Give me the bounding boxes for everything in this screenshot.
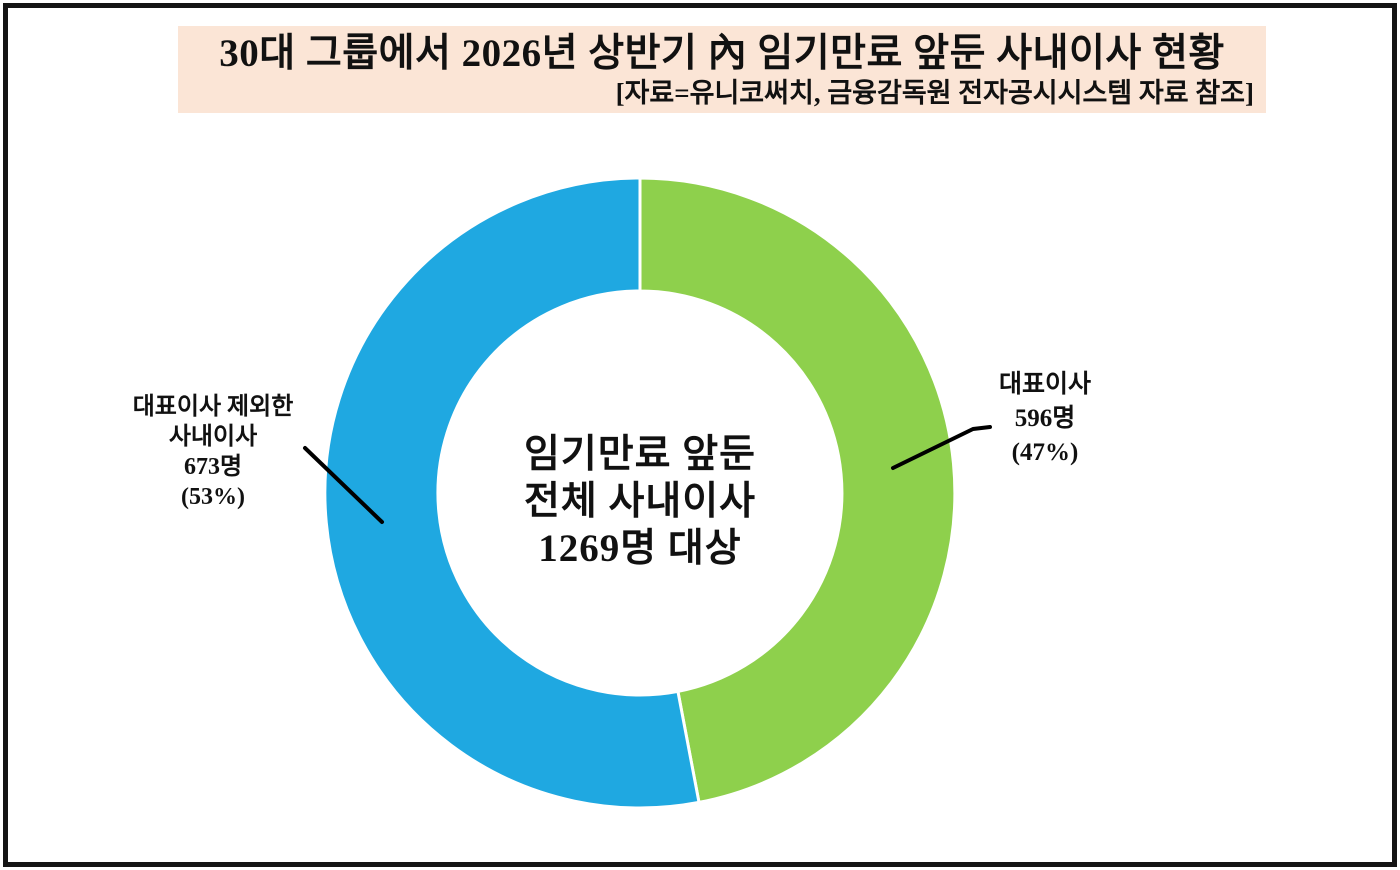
callout-line: 사내이사	[168, 424, 258, 450]
center-label-line: 임기만료 앞둔	[523, 433, 757, 476]
callout-line: (53%)	[181, 484, 245, 510]
callout-ceo: 대표이사 596명 (47%)	[895, 368, 1195, 470]
callout-line: (47%)	[1011, 439, 1079, 466]
donut-slice-0	[638, 176, 957, 804]
donut-slice-1	[323, 176, 701, 810]
title-banner: 30대 그룹에서 2026년 상반기 內 임기만료 앞둔 사내이사 현황 [자료…	[178, 26, 1266, 113]
leader-line-right	[891, 425, 992, 470]
callout-line: 673명	[183, 454, 243, 480]
callout-insiders-excluding-ceo: 대표이사 제외한 사내이사 673명 (53%)	[63, 392, 363, 512]
center-label-line: 전체 사내이사	[523, 480, 757, 523]
callout-line: 대표이사 제외한	[132, 394, 294, 420]
callout-line: 대표이사	[998, 371, 1091, 398]
chart-source-note: [자료=유니코써치, 금융감독원 전자공시시스템 자료 참조]	[615, 78, 1254, 108]
callout-line: 596명	[1014, 405, 1076, 432]
center-label-line: 1269명 대상	[538, 527, 742, 570]
chart-title: 30대 그룹에서 2026년 상반기 內 임기만료 앞둔 사내이사 현황	[219, 32, 1225, 75]
donut-center-label: 임기만료 앞둔 전체 사내이사 1269명 대상	[440, 431, 840, 572]
leader-line-left	[303, 446, 384, 524]
